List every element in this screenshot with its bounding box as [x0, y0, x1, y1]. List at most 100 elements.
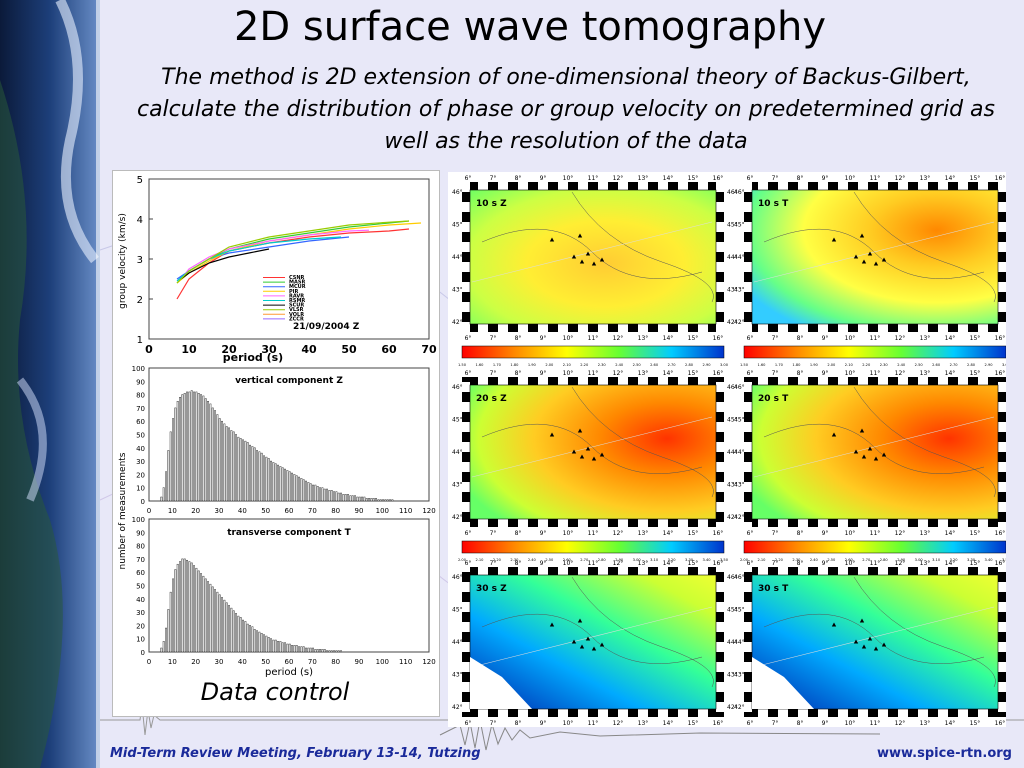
map-velocity-field: [469, 384, 717, 520]
histogram-x-tick-label: 10: [168, 507, 177, 515]
map-color-scale-tick: 2.30: [598, 363, 607, 367]
histogram-bar: [307, 647, 310, 653]
map-lon-tick-label: 7°: [772, 335, 779, 342]
map-lon-tick-label: 13°: [920, 335, 931, 342]
map-lon-tick-label: 13°: [638, 530, 649, 537]
map-lat-tick-label: 43°: [734, 287, 745, 294]
histogram-bar: [358, 496, 361, 502]
map-color-scale-tick: 2.20: [493, 558, 502, 562]
seismic-station-marker: [859, 233, 865, 238]
map-period-label: 20 s Z: [476, 394, 507, 404]
map-lon-tick-label: 9°: [540, 720, 547, 727]
map-color-scale-tick: 1.90: [810, 363, 819, 367]
map-lon-tick-label: 13°: [920, 175, 931, 182]
seismic-station-marker: [859, 428, 865, 433]
histogram-bar: [230, 607, 233, 653]
map-lon-tick-label: 10°: [563, 560, 574, 567]
map-lon-tick-label: 7°: [772, 175, 779, 182]
map-velocity-field: [751, 384, 999, 520]
dispersion-y-tick-label: 3: [137, 255, 143, 266]
histogram-bar: [181, 558, 184, 653]
map-lat-tick-label: 43°: [727, 672, 738, 679]
earth-background-image: [0, 0, 100, 768]
histogram-bar: [251, 446, 254, 502]
data-control-panel: 1 2 3 4 5 0 10 20 30 40 50 60 70 CSNR MASR MCUR PIR RAV…: [112, 170, 440, 717]
histogram-bar: [197, 570, 200, 653]
map-lat-tick-label: 45°: [734, 417, 745, 424]
map-lon-tick-label: 6°: [465, 720, 472, 727]
seismic-station-marker: [549, 237, 555, 242]
map-lon-tick-label: 11°: [870, 720, 881, 727]
map-lat-tick-label: 42°: [452, 514, 463, 521]
histogram-y-tick-label: 20: [136, 471, 145, 479]
dispersion-y-tick-label: 1: [137, 335, 143, 346]
footer-meeting-info: Mid-Term Review Meeting, February 13-14,…: [110, 746, 481, 761]
map-color-scale-tick: 2.50: [545, 558, 554, 562]
map-color-scale-tick: 2.90: [703, 363, 712, 367]
histogram-bar: [363, 496, 366, 502]
map-color-scale-tick: 1.70: [775, 363, 784, 367]
histogram-bar: [319, 487, 321, 502]
map-lat-tick-label: 45°: [452, 607, 463, 614]
histogram-bar: [172, 418, 174, 502]
map-lon-tick-label: 14°: [663, 335, 674, 342]
map-lon-tick-label: 14°: [945, 530, 956, 537]
seismic-station-marker: [831, 237, 837, 242]
map-ray-path: [753, 221, 995, 283]
map-lon-tick-label: 11°: [870, 370, 881, 377]
map-color-scale-tick: 2.00: [827, 363, 836, 367]
histogram-bar: [174, 569, 177, 653]
map-lon-tick-label: 16°: [995, 560, 1006, 567]
histogram-bar: [270, 460, 272, 502]
histogram-bar: [160, 496, 163, 502]
histogram-x-tick-label: 90: [355, 658, 364, 666]
histogram-bar: [349, 495, 352, 502]
histogram-bar: [207, 581, 209, 653]
map-lon-tick-label: 11°: [588, 370, 599, 377]
histogram-bar: [288, 471, 291, 502]
histogram-y-tick-label: 20: [136, 622, 145, 630]
map-lat-tick-label: 42°: [727, 704, 738, 711]
histogram-z-title: vertical component Z: [235, 376, 343, 386]
histogram-bar: [330, 490, 333, 502]
map-lon-tick-label: 16°: [995, 530, 1006, 537]
map-lon-tick-label: 15°: [688, 720, 699, 727]
histogram-bar: [340, 492, 342, 502]
seismic-station-marker: [867, 636, 873, 641]
map-color-scale-tick: 2.70: [580, 558, 589, 562]
map-lon-tick-label: 10°: [563, 720, 574, 727]
map-lon-tick-label: 9°: [822, 530, 829, 537]
map-lon-tick-label: 6°: [465, 370, 472, 377]
histogram-bar: [242, 619, 244, 653]
histogram-x-tick-label: 30: [215, 658, 224, 666]
histogram-bar: [223, 423, 226, 502]
map-color-scale-tick: 2.40: [810, 558, 819, 562]
map-color-scale-tick: 1.50: [458, 363, 467, 367]
histogram-bar: [277, 464, 279, 502]
map-lon-tick-label: 6°: [465, 335, 472, 342]
histogram-bar: [321, 649, 324, 653]
map-lon-tick-label: 15°: [970, 335, 981, 342]
histogram-bar: [333, 491, 335, 502]
histogram-bar: [246, 623, 249, 653]
footer-website-link[interactable]: www.spice-rtn.org: [876, 746, 1012, 761]
histogram-y-tick-label: 80: [136, 392, 145, 400]
map-lat-tick-label: 44°: [452, 449, 463, 456]
map-color-scale-tick: 2.30: [792, 558, 801, 562]
histogram-y-tick-label: 90: [136, 378, 145, 386]
map-lon-tick-label: 9°: [822, 370, 829, 377]
map-lon-tick-label: 7°: [490, 335, 497, 342]
histogram-x-tick-label: 20: [191, 658, 200, 666]
map-color-scale-tick: 3.00: [1002, 363, 1006, 367]
histogram-bar: [265, 456, 268, 502]
histogram-bar: [333, 650, 335, 653]
map-unresolved-area: [752, 657, 814, 709]
map-lon-tick-label: 14°: [945, 370, 956, 377]
map-color-scale-tick: 2.60: [650, 363, 659, 367]
map-lon-tick-label: 11°: [588, 530, 599, 537]
map-period-label: 30 s T: [758, 584, 789, 594]
map-color-scale-tick: 2.20: [862, 363, 871, 367]
map-lon-tick-label: 13°: [638, 560, 649, 567]
map-lat-tick-label: 46°: [734, 384, 745, 391]
tomography-map: 6°7°8°9°10°11°12°13°14°15°16°20 s T46°46…: [734, 370, 1020, 562]
